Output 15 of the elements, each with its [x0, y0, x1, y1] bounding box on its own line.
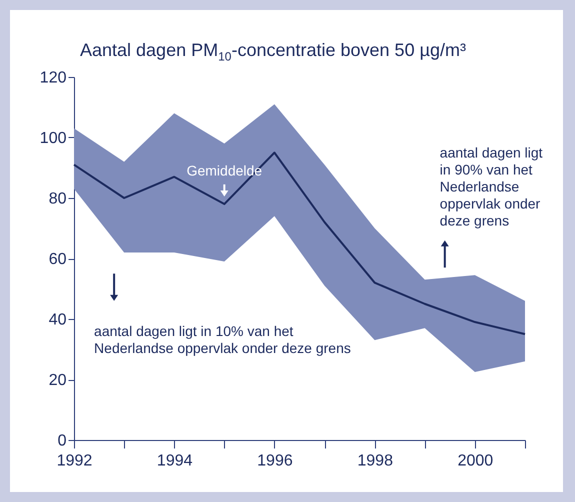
x-tick-label: 1994: [156, 452, 193, 470]
x-tick-label: 1992: [56, 452, 92, 470]
y-tick-label: 40: [48, 312, 67, 328]
annotation: aantal dagen ligt in 90% van het Nederlandse oppervlak onder deze grens: [440, 144, 543, 229]
x-tick-label: 1996: [257, 452, 293, 470]
y-tick-label: 60: [48, 251, 67, 268]
y-tick-label: 20: [48, 372, 67, 389]
y-tick-label: 0: [58, 432, 67, 450]
y-tick-label: 120: [40, 70, 67, 86]
chart-title: Aantal dagen PM$_{10}$-concentratie boven 50 µg/m³: [80, 40, 466, 64]
x-tick-label: 2000: [458, 452, 494, 470]
y-tick-label: 80: [48, 190, 67, 208]
x-tick-label: 1998: [357, 452, 394, 470]
y-tick-label: 100: [40, 130, 67, 147]
annotation: aantal dagen ligt in 10% van het Nederlandse oppervlak onder deze grens: [94, 323, 351, 356]
